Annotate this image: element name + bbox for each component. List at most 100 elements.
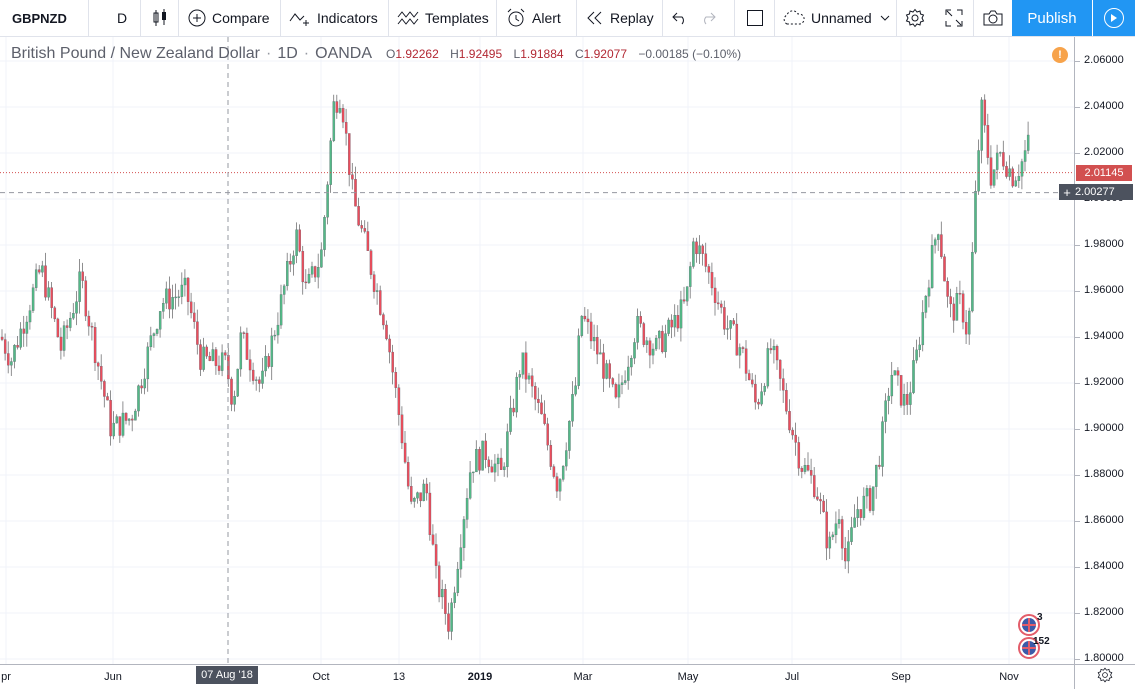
candle-down: [258, 379, 261, 384]
select-layout-button[interactable]: [745, 0, 765, 36]
price-axis[interactable]: 2.060002.040002.020002.000001.980001.960…: [1074, 37, 1135, 664]
candle-down: [131, 418, 134, 421]
alarm-clock-icon: [506, 8, 526, 28]
templates-button[interactable]: Templates: [397, 0, 489, 36]
chart-legend: British Pound / New Zealand Dollar · 1D …: [11, 45, 741, 63]
candle-up: [174, 296, 177, 299]
candle-down: [961, 293, 965, 323]
candle-up: [636, 316, 639, 343]
play-button[interactable]: [1093, 0, 1135, 36]
candle-up: [115, 416, 119, 424]
candle-up: [75, 301, 78, 314]
candle-down: [487, 459, 491, 467]
candle-up: [317, 267, 320, 278]
price-tick-label: 1.92000: [1084, 376, 1124, 388]
candle-up: [220, 352, 224, 371]
candle-down: [90, 326, 94, 328]
candle-down: [1005, 166, 1008, 177]
candle-up: [831, 534, 835, 538]
candle-up: [862, 495, 866, 518]
fullscreen-button[interactable]: [943, 0, 965, 36]
chart-type-button[interactable]: [150, 0, 170, 36]
redo-button[interactable]: [699, 0, 717, 36]
last-price-label: 2.01145: [1076, 165, 1132, 181]
price-chart[interactable]: [0, 37, 1074, 664]
alert-warning-icon[interactable]: !: [1052, 47, 1068, 63]
candle-up: [152, 333, 156, 336]
candle-down: [335, 101, 339, 113]
candle-up: [264, 355, 267, 372]
axis-settings-button[interactable]: [1074, 664, 1135, 689]
candle-up: [180, 284, 184, 297]
candle-down: [859, 509, 863, 518]
time-axis[interactable]: pr Jun Oct 13 2019 Mar May Jul Sep Nov: [0, 664, 1074, 689]
candle-up: [565, 450, 568, 467]
candle-up: [31, 287, 35, 311]
alert-button[interactable]: Alert: [506, 0, 561, 36]
cloud-icon: [781, 10, 805, 26]
candle-up: [772, 345, 776, 351]
price-tick-mark: [1075, 245, 1080, 246]
time-tick-label: Oct: [312, 671, 330, 683]
toolbar-divider: [140, 0, 141, 37]
candle-down: [189, 301, 193, 314]
price-tick-label: 1.86000: [1084, 514, 1124, 526]
candle-down: [372, 274, 376, 292]
crosshair-price-value: 2.00277: [1075, 186, 1115, 198]
compare-button[interactable]: Compare: [188, 0, 270, 36]
time-tick: pr: [1, 671, 11, 683]
layout-name-button[interactable]: Unnamed: [781, 0, 890, 36]
candle-down: [7, 353, 10, 366]
candle-up: [183, 277, 187, 286]
time-tick-label: Jun: [104, 671, 122, 683]
candle-up: [127, 418, 131, 421]
candle-up: [856, 509, 859, 519]
candle-up: [1020, 161, 1024, 177]
indicators-button[interactable]: Indicators: [289, 0, 378, 36]
nz-flag-events-icon[interactable]: [1018, 614, 1040, 636]
candle-down: [602, 352, 605, 379]
legend-title[interactable]: British Pound / New Zealand Dollar: [11, 45, 261, 62]
undo-button[interactable]: [671, 0, 689, 36]
candle-down: [806, 465, 810, 471]
camera-icon: [982, 9, 1004, 27]
candle-up: [921, 312, 925, 346]
plus-icon[interactable]: +: [1063, 184, 1071, 200]
chart-settings-button[interactable]: [904, 0, 926, 36]
candle-up: [571, 394, 574, 422]
candle-up: [143, 378, 146, 389]
candle-down: [425, 483, 429, 494]
interval-button[interactable]: D: [116, 10, 128, 26]
candle-down: [348, 133, 351, 175]
chevron-down-icon: [880, 14, 890, 22]
candle-down: [735, 323, 739, 356]
candle-down: [747, 373, 751, 381]
candle-up: [177, 296, 181, 298]
high-key: H: [450, 47, 459, 61]
candle-up: [462, 519, 466, 548]
candle-up: [999, 152, 1002, 154]
snapshot-button[interactable]: [981, 0, 1005, 36]
candle-up: [837, 519, 841, 524]
price-tick-mark: [1075, 153, 1080, 154]
candle-down: [363, 228, 367, 232]
candle-down: [800, 468, 804, 472]
toolbar-divider: [973, 0, 974, 37]
candle-up: [496, 457, 500, 465]
replay-button[interactable]: Replay: [586, 0, 654, 36]
candle-down: [989, 157, 993, 186]
symbol-search[interactable]: GBPNZD: [12, 10, 67, 26]
candle-down: [549, 444, 553, 467]
toolbar-divider: [496, 0, 497, 37]
publish-button[interactable]: Publish: [1012, 0, 1092, 36]
candle-up: [760, 391, 763, 405]
candle-down: [940, 234, 943, 257]
candle-up: [971, 252, 974, 312]
candle-down: [53, 307, 57, 320]
candle-up: [605, 363, 608, 379]
candle-down: [87, 315, 91, 327]
candle-up: [828, 536, 832, 549]
uk-flag-events-icon[interactable]: [1018, 637, 1040, 659]
candle-up: [918, 344, 921, 351]
replay-icon: [586, 10, 604, 26]
